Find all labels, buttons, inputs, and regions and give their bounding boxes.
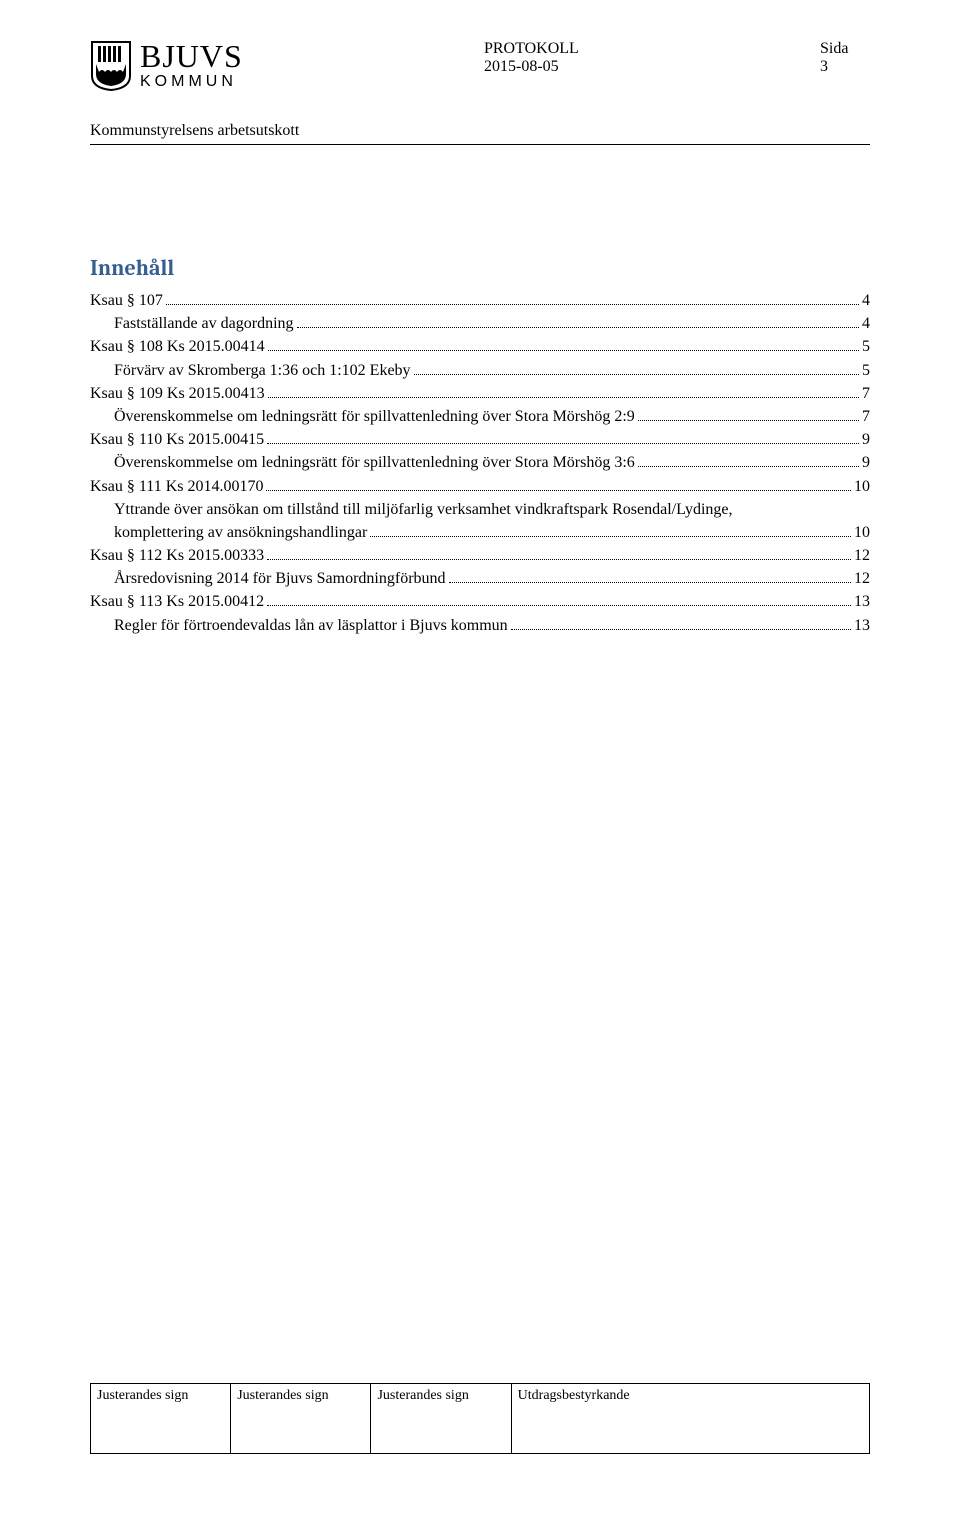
toc-leader-dots [297, 327, 859, 328]
toc-leader-dots [266, 490, 851, 491]
toc-entry-text: Ksau § 109 Ks 2015.00413 [90, 382, 265, 405]
toc-entry: Yttrande över ansökan om tillstånd till … [90, 498, 870, 521]
toc-leader-dots [166, 304, 859, 305]
toc-entry: Ksau § 113 Ks 2015.00412 13 [90, 590, 870, 613]
toc-entry-page: 7 [862, 405, 870, 428]
toc-entry: Ksau § 111 Ks 2014.00170 10 [90, 475, 870, 498]
toc-entry-page: 10 [854, 521, 870, 544]
signature-cell: Justerandes sign [371, 1384, 511, 1454]
toc-entry-page: 9 [862, 451, 870, 474]
toc-entry: komplettering av ansökningshandlingar 10 [90, 521, 870, 544]
header-center: PROTOKOLL 2015-08-05 [484, 40, 579, 76]
document-type: PROTOKOLL [484, 40, 579, 58]
table-of-contents: Ksau § 1074Fastställande av dagordning4K… [90, 289, 870, 637]
toc-entry-text: Regler för förtroendevaldas lån av läspl… [114, 614, 508, 637]
toc-leader-dots [267, 443, 859, 444]
toc-leader-dots [267, 559, 851, 560]
toc-entry-page: 13 [854, 590, 870, 613]
toc-entry-page: 4 [862, 312, 870, 335]
logo-subtitle: KOMMUN [140, 74, 243, 90]
toc-title: Innehåll [90, 255, 870, 281]
header: BJUVS KOMMUN PROTOKOLL 2015-08-05 Sida 3 [90, 40, 870, 92]
page-label: Sida [820, 40, 870, 58]
logo-text: BJUVS KOMMUN [140, 40, 243, 90]
toc-entry: Överenskommelse om ledningsrätt för spil… [90, 405, 870, 428]
toc-entry-text: Ksau § 108 Ks 2015.00414 [90, 335, 265, 358]
toc-entry-text: Ksau § 110 Ks 2015.00415 [90, 428, 264, 451]
toc-leader-dots [638, 420, 859, 421]
toc-entry: Fastställande av dagordning 4 [90, 312, 870, 335]
toc-entry: Överenskommelse om ledningsrätt för spil… [90, 451, 870, 474]
document-date: 2015-08-05 [484, 58, 579, 76]
page: BJUVS KOMMUN PROTOKOLL 2015-08-05 Sida 3… [0, 0, 960, 1514]
toc-entry-page: 5 [862, 359, 870, 382]
toc-leader-dots [414, 374, 859, 375]
toc-entry: Regler för förtroendevaldas lån av läspl… [90, 614, 870, 637]
toc-leader-dots [638, 466, 859, 467]
toc-entry-text: Förvärv av Skromberga 1:36 och 1:102 Eke… [114, 359, 411, 382]
signature-cell: Justerandes sign [231, 1384, 371, 1454]
signature-table: Justerandes sign Justerandes sign Juster… [90, 1383, 870, 1454]
toc-entry-page: 4 [862, 289, 870, 312]
toc-entry-text: Ksau § 112 Ks 2015.00333 [90, 544, 264, 567]
toc-entry-text: Årsredovisning 2014 för Bjuvs Samordning… [114, 567, 446, 590]
toc-entry-page: 7 [862, 382, 870, 405]
toc-leader-dots [268, 350, 859, 351]
logo-area: BJUVS KOMMUN [90, 40, 243, 92]
toc-leader-dots [511, 629, 851, 630]
toc-entry: Ksau § 108 Ks 2015.00414 5 [90, 335, 870, 358]
footer: Justerandes sign Justerandes sign Juster… [90, 1383, 870, 1454]
header-divider [90, 144, 870, 145]
shield-icon [90, 40, 132, 92]
toc-entry-text: komplettering av ansökningshandlingar [114, 521, 367, 544]
signature-cell: Utdragsbestyrkande [511, 1384, 869, 1454]
toc-leader-dots [449, 582, 851, 583]
committee-name: Kommunstyrelsens arbetsutskott [90, 122, 870, 140]
toc-entry-text: Ksau § 111 Ks 2014.00170 [90, 475, 263, 498]
toc-entry: Ksau § 107 4 [90, 289, 870, 312]
toc-entry: Ksau § 112 Ks 2015.00333 12 [90, 544, 870, 567]
page-number: 3 [820, 58, 870, 76]
toc-leader-dots [370, 536, 851, 537]
table-row: Justerandes sign Justerandes sign Juster… [91, 1384, 870, 1454]
toc-entry-text: Yttrande över ansökan om tillstånd till … [114, 498, 733, 521]
toc-entry-text: Ksau § 107 [90, 289, 163, 312]
toc-leader-dots [267, 605, 851, 606]
toc-leader-dots [268, 397, 859, 398]
toc-entry: Ksau § 109 Ks 2015.00413 7 [90, 382, 870, 405]
toc-entry-page: 13 [854, 614, 870, 637]
toc-entry: Förvärv av Skromberga 1:36 och 1:102 Eke… [90, 359, 870, 382]
toc-entry-page: 5 [862, 335, 870, 358]
toc-entry: Ksau § 110 Ks 2015.00415 9 [90, 428, 870, 451]
logo-title: BJUVS [140, 40, 243, 72]
toc-entry-page: 12 [854, 567, 870, 590]
toc-entry-text: Överenskommelse om ledningsrätt för spil… [114, 451, 635, 474]
signature-cell: Justerandes sign [91, 1384, 231, 1454]
toc-entry-text: Ksau § 113 Ks 2015.00412 [90, 590, 264, 613]
toc-entry-page: 9 [862, 428, 870, 451]
toc-entry: Årsredovisning 2014 för Bjuvs Samordning… [90, 567, 870, 590]
toc-entry-page: 10 [854, 475, 870, 498]
toc-entry-page: 12 [854, 544, 870, 567]
toc-entry-text: Överenskommelse om ledningsrätt för spil… [114, 405, 635, 428]
toc-entry-text: Fastställande av dagordning [114, 312, 294, 335]
header-right: Sida 3 [820, 40, 870, 76]
